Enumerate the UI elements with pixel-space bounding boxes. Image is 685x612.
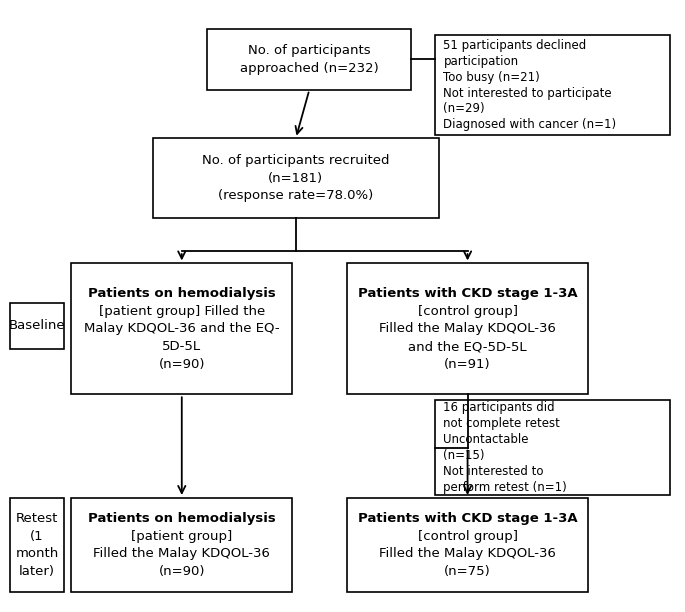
Text: Not interested to participate: Not interested to participate bbox=[443, 86, 612, 100]
FancyBboxPatch shape bbox=[71, 263, 292, 394]
FancyBboxPatch shape bbox=[10, 303, 64, 349]
FancyBboxPatch shape bbox=[71, 498, 292, 592]
Text: Patients with CKD stage 1-3A: Patients with CKD stage 1-3A bbox=[358, 287, 577, 300]
Text: (n=181): (n=181) bbox=[269, 171, 323, 185]
Text: month: month bbox=[16, 548, 59, 561]
Text: (n=29): (n=29) bbox=[443, 102, 485, 116]
Text: (1: (1 bbox=[30, 530, 44, 543]
Text: No. of participants recruited: No. of participants recruited bbox=[202, 154, 390, 167]
Text: perform retest (n=1): perform retest (n=1) bbox=[443, 481, 567, 494]
FancyBboxPatch shape bbox=[347, 498, 588, 592]
Text: Patients with CKD stage 1-3A: Patients with CKD stage 1-3A bbox=[358, 512, 577, 525]
Text: [control group]: [control group] bbox=[418, 530, 518, 543]
Text: 5D-5L: 5D-5L bbox=[162, 340, 201, 353]
Text: Filled the Malay KDQOL-36: Filled the Malay KDQOL-36 bbox=[379, 548, 556, 561]
Text: and the EQ-5D-5L: and the EQ-5D-5L bbox=[408, 340, 527, 353]
Text: Patients on hemodialysis: Patients on hemodialysis bbox=[88, 512, 275, 525]
FancyBboxPatch shape bbox=[347, 263, 588, 394]
Text: 16 participants did: 16 participants did bbox=[443, 401, 555, 414]
Text: Patients on hemodialysis: Patients on hemodialysis bbox=[88, 287, 275, 300]
Text: Filled the Malay KDQOL-36: Filled the Malay KDQOL-36 bbox=[379, 323, 556, 335]
Text: not complete retest: not complete retest bbox=[443, 417, 560, 430]
FancyBboxPatch shape bbox=[10, 498, 64, 592]
Text: (n=15): (n=15) bbox=[443, 449, 485, 462]
Text: Baseline: Baseline bbox=[9, 319, 66, 332]
Text: (n=90): (n=90) bbox=[158, 565, 205, 578]
Text: (n=75): (n=75) bbox=[444, 565, 491, 578]
Text: Too busy (n=21): Too busy (n=21) bbox=[443, 71, 540, 84]
FancyBboxPatch shape bbox=[153, 138, 438, 218]
Text: Filled the Malay KDQOL-36: Filled the Malay KDQOL-36 bbox=[93, 548, 270, 561]
Text: Retest: Retest bbox=[16, 512, 58, 525]
Text: Malay KDQOL-36 and the EQ-: Malay KDQOL-36 and the EQ- bbox=[84, 323, 279, 335]
Text: (response rate=78.0%): (response rate=78.0%) bbox=[218, 189, 373, 203]
Text: [control group]: [control group] bbox=[418, 305, 518, 318]
Text: Not interested to: Not interested to bbox=[443, 465, 544, 478]
Text: later): later) bbox=[19, 565, 55, 578]
Text: [patient group]: [patient group] bbox=[131, 530, 232, 543]
FancyBboxPatch shape bbox=[435, 400, 670, 495]
FancyBboxPatch shape bbox=[208, 29, 412, 90]
Text: participation: participation bbox=[443, 55, 519, 68]
Text: No. of participants: No. of participants bbox=[248, 44, 371, 57]
Text: [patient group] Filled the: [patient group] Filled the bbox=[99, 305, 265, 318]
Text: Diagnosed with cancer (n=1): Diagnosed with cancer (n=1) bbox=[443, 118, 616, 132]
Text: (n=90): (n=90) bbox=[158, 358, 205, 371]
Text: 51 participants declined: 51 participants declined bbox=[443, 39, 586, 52]
Text: Uncontactable: Uncontactable bbox=[443, 433, 529, 446]
FancyBboxPatch shape bbox=[435, 35, 670, 135]
Text: (n=91): (n=91) bbox=[445, 358, 491, 371]
Text: approached (n=232): approached (n=232) bbox=[240, 62, 379, 75]
